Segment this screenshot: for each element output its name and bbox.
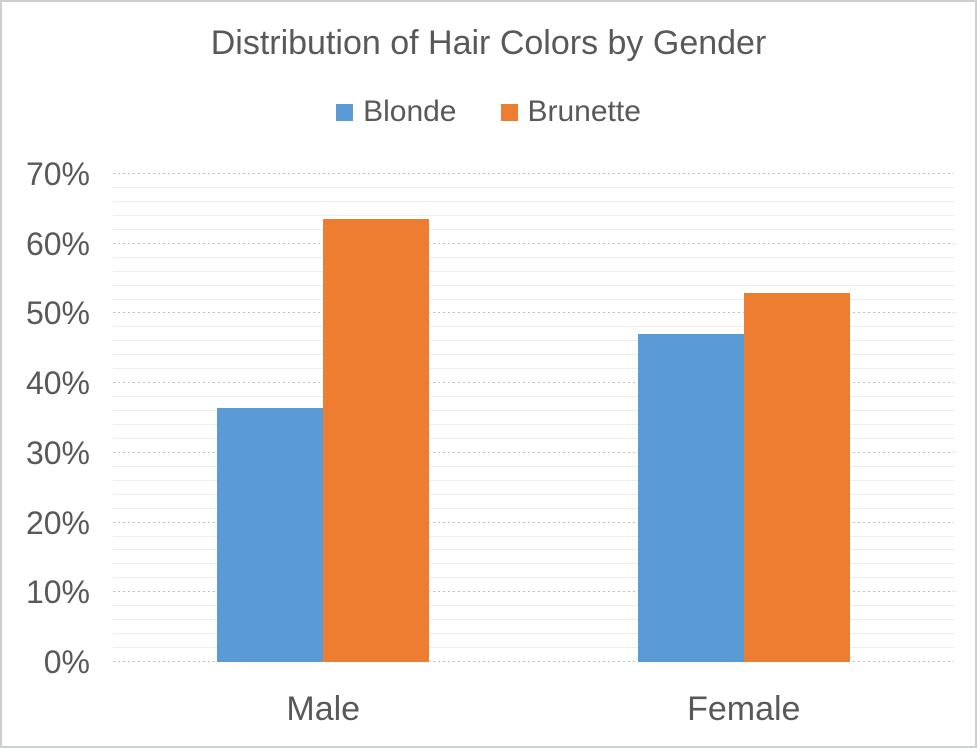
minor-gridline-2 — [113, 647, 954, 649]
major-gridline-60 — [113, 242, 954, 244]
legend-label: Brunette — [527, 95, 641, 128]
x-axis-labels: Male Female — [113, 690, 954, 729]
minor-gridline-42 — [113, 368, 954, 370]
bars-layer — [113, 174, 954, 662]
minor-gridline-12 — [113, 577, 954, 579]
minor-gridline-48 — [113, 326, 954, 328]
minor-gridline-14 — [113, 563, 954, 565]
legend-swatch-blonde — [336, 103, 354, 121]
bar-male-blonde — [217, 408, 324, 662]
chart-title: Distribution of Hair Colors by Gender — [210, 24, 767, 62]
category-group-female — [534, 174, 955, 662]
legend-item-brunette: Brunette — [500, 95, 641, 129]
minor-gridline-34 — [113, 423, 954, 425]
major-gridline-10 — [113, 591, 954, 593]
minor-gridline-6 — [113, 619, 954, 621]
major-gridline-20 — [113, 521, 954, 523]
y-tick-label-30: 30% — [25, 434, 90, 471]
y-tick-label-10: 10% — [25, 574, 90, 611]
major-gridline-30 — [113, 451, 954, 453]
major-gridline-70 — [113, 173, 954, 174]
minor-gridline-52 — [113, 298, 954, 300]
legend-item-blonde: Blonde — [336, 95, 457, 129]
minor-gridline-26 — [113, 479, 954, 481]
minor-gridline-24 — [113, 493, 954, 495]
minor-gridline-68 — [113, 186, 954, 188]
major-gridline-40 — [113, 382, 954, 384]
minor-gridline-4 — [113, 633, 954, 635]
y-tick-label-70: 70% — [25, 156, 90, 192]
legend-label: Blonde — [363, 95, 457, 128]
y-tick-label-50: 50% — [25, 295, 90, 332]
minor-gridline-44 — [113, 354, 954, 356]
category-group-male — [113, 174, 534, 662]
major-gridline-50 — [113, 312, 954, 314]
minor-gridline-8 — [113, 605, 954, 607]
bar-female-brunette — [743, 292, 850, 662]
minor-gridline-66 — [113, 200, 954, 202]
minor-gridline-18 — [113, 535, 954, 537]
bar-male-brunette — [323, 218, 430, 662]
major-gridline-0 — [113, 661, 954, 662]
minor-gridline-54 — [113, 284, 954, 286]
chart-legend: Blonde Brunette — [2, 95, 975, 129]
y-axis-labels: 0% 10% 20% 30% 40% 50% 60% 70% — [2, 156, 90, 680]
y-tick-label-40: 40% — [25, 365, 90, 402]
minor-gridline-36 — [113, 410, 954, 412]
minor-gridline-62 — [113, 228, 954, 230]
minor-gridline-28 — [113, 465, 954, 467]
minor-gridline-58 — [113, 256, 954, 258]
minor-gridline-22 — [113, 507, 954, 509]
y-tick-label-60: 60% — [25, 225, 90, 262]
minor-gridline-56 — [113, 270, 954, 272]
minor-gridline-64 — [113, 214, 954, 216]
minor-gridline-38 — [113, 396, 954, 398]
x-tick-label-female: Female — [687, 690, 801, 728]
y-tick-label-0: 0% — [43, 644, 90, 680]
bar-female-blonde — [637, 334, 744, 662]
legend-swatch-brunette — [500, 103, 518, 121]
minor-gridline-46 — [113, 340, 954, 342]
y-tick-label-20: 20% — [25, 504, 90, 541]
minor-gridline-16 — [113, 549, 954, 551]
x-tick-label-male: Male — [286, 690, 361, 728]
plot-area — [113, 173, 954, 662]
minor-gridline-32 — [113, 437, 954, 439]
